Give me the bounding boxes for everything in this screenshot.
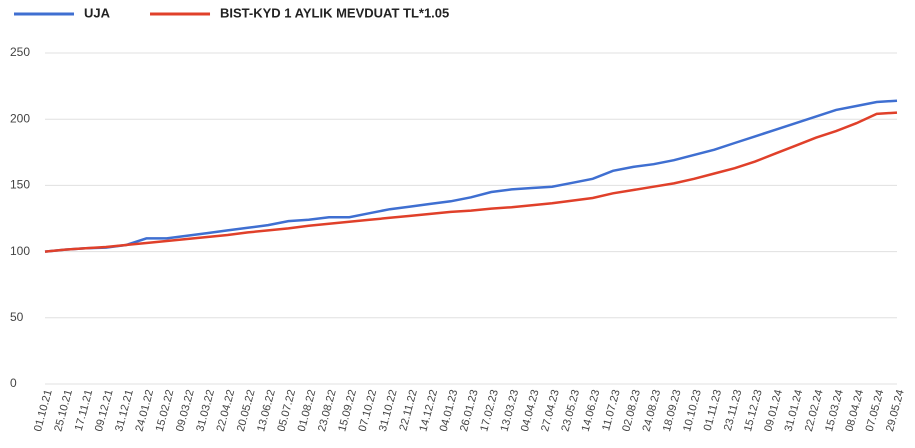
x-tick-label: 04.04.23	[519, 388, 542, 432]
x-tick-label: 22.02.24	[803, 388, 826, 432]
y-tick-label: 100	[10, 244, 30, 258]
x-tick-label: 31.03.22	[194, 388, 217, 432]
x-tick-label: 17.02.23	[478, 388, 501, 432]
x-tick-label: 10.10.23	[681, 388, 704, 432]
y-tick-label: 250	[10, 45, 30, 59]
x-tick-label: 15.03.24	[823, 388, 846, 432]
x-tick-label: 13.03.23	[499, 388, 522, 432]
x-tick-label: 23.11.23	[722, 388, 744, 432]
x-tick-label: 14.06.23	[580, 388, 603, 432]
series-line	[44, 99, 898, 253]
x-tick-label: 24.01.22	[133, 388, 156, 432]
y-tick-label: 150	[10, 178, 30, 192]
x-tick-label: 24.08.23	[641, 388, 664, 432]
x-tick-label: 31.01.24	[783, 388, 806, 432]
x-tick-label: 15.12.23	[742, 388, 765, 432]
x-tick-label: 31.12.21	[113, 388, 136, 432]
x-tick-label: 15.02.22	[154, 388, 177, 432]
x-tick-label: 01.08.22	[296, 388, 319, 432]
x-tick-label: 22.11.22	[397, 388, 419, 432]
x-tick-label: 13.06.22	[255, 388, 278, 432]
x-tick-label: 04.01.23	[438, 388, 461, 432]
x-tick-label: 14.12.22	[417, 388, 440, 432]
x-tick-label: 09.03.22	[174, 388, 197, 432]
x-tick-label: 27.04.23	[539, 388, 562, 432]
y-tick-label: 200	[10, 111, 30, 125]
x-tick-label: 25.10.21	[52, 388, 75, 432]
y-tick-label: 0	[10, 376, 17, 390]
legend-label: BIST-KYD 1 AYLIK MEVDUAT TL*1.05	[220, 5, 449, 20]
x-tick-label: 11.07.23	[600, 388, 622, 432]
x-tick-label: 09.01.24	[762, 388, 785, 432]
x-tick-label: 23.05.23	[559, 388, 582, 432]
x-tick-label: 02.08.23	[620, 388, 643, 432]
x-tick-label: 23.08.22	[316, 388, 339, 432]
x-tick-label: 18.09.23	[661, 388, 684, 432]
x-tick-label: 22.04.22	[215, 388, 238, 432]
x-tick-label: 07.05.24	[864, 388, 887, 432]
x-tick-label: 09.12.21	[93, 388, 116, 432]
legend-label: UJA	[84, 5, 111, 20]
y-tick-label: 50	[10, 310, 24, 324]
x-tick-label: 01.10.21	[32, 388, 55, 432]
x-tick-label: 17.11.21	[73, 388, 95, 432]
x-tick-label: 31.10.22	[377, 388, 400, 432]
x-tick-label: 20.05.22	[235, 388, 258, 432]
x-tick-label: 05.07.22	[275, 388, 298, 432]
x-tick-label: 29.05.24	[884, 388, 907, 432]
x-tick-label: 26.01.23	[458, 388, 481, 432]
x-tick-label: 08.04.24	[843, 388, 866, 432]
x-tick-label: 01.11.23	[702, 388, 724, 432]
x-tick-label: 07.10.22	[357, 388, 380, 432]
series-line	[44, 111, 898, 253]
x-tick-label: 15.09.22	[336, 388, 359, 432]
